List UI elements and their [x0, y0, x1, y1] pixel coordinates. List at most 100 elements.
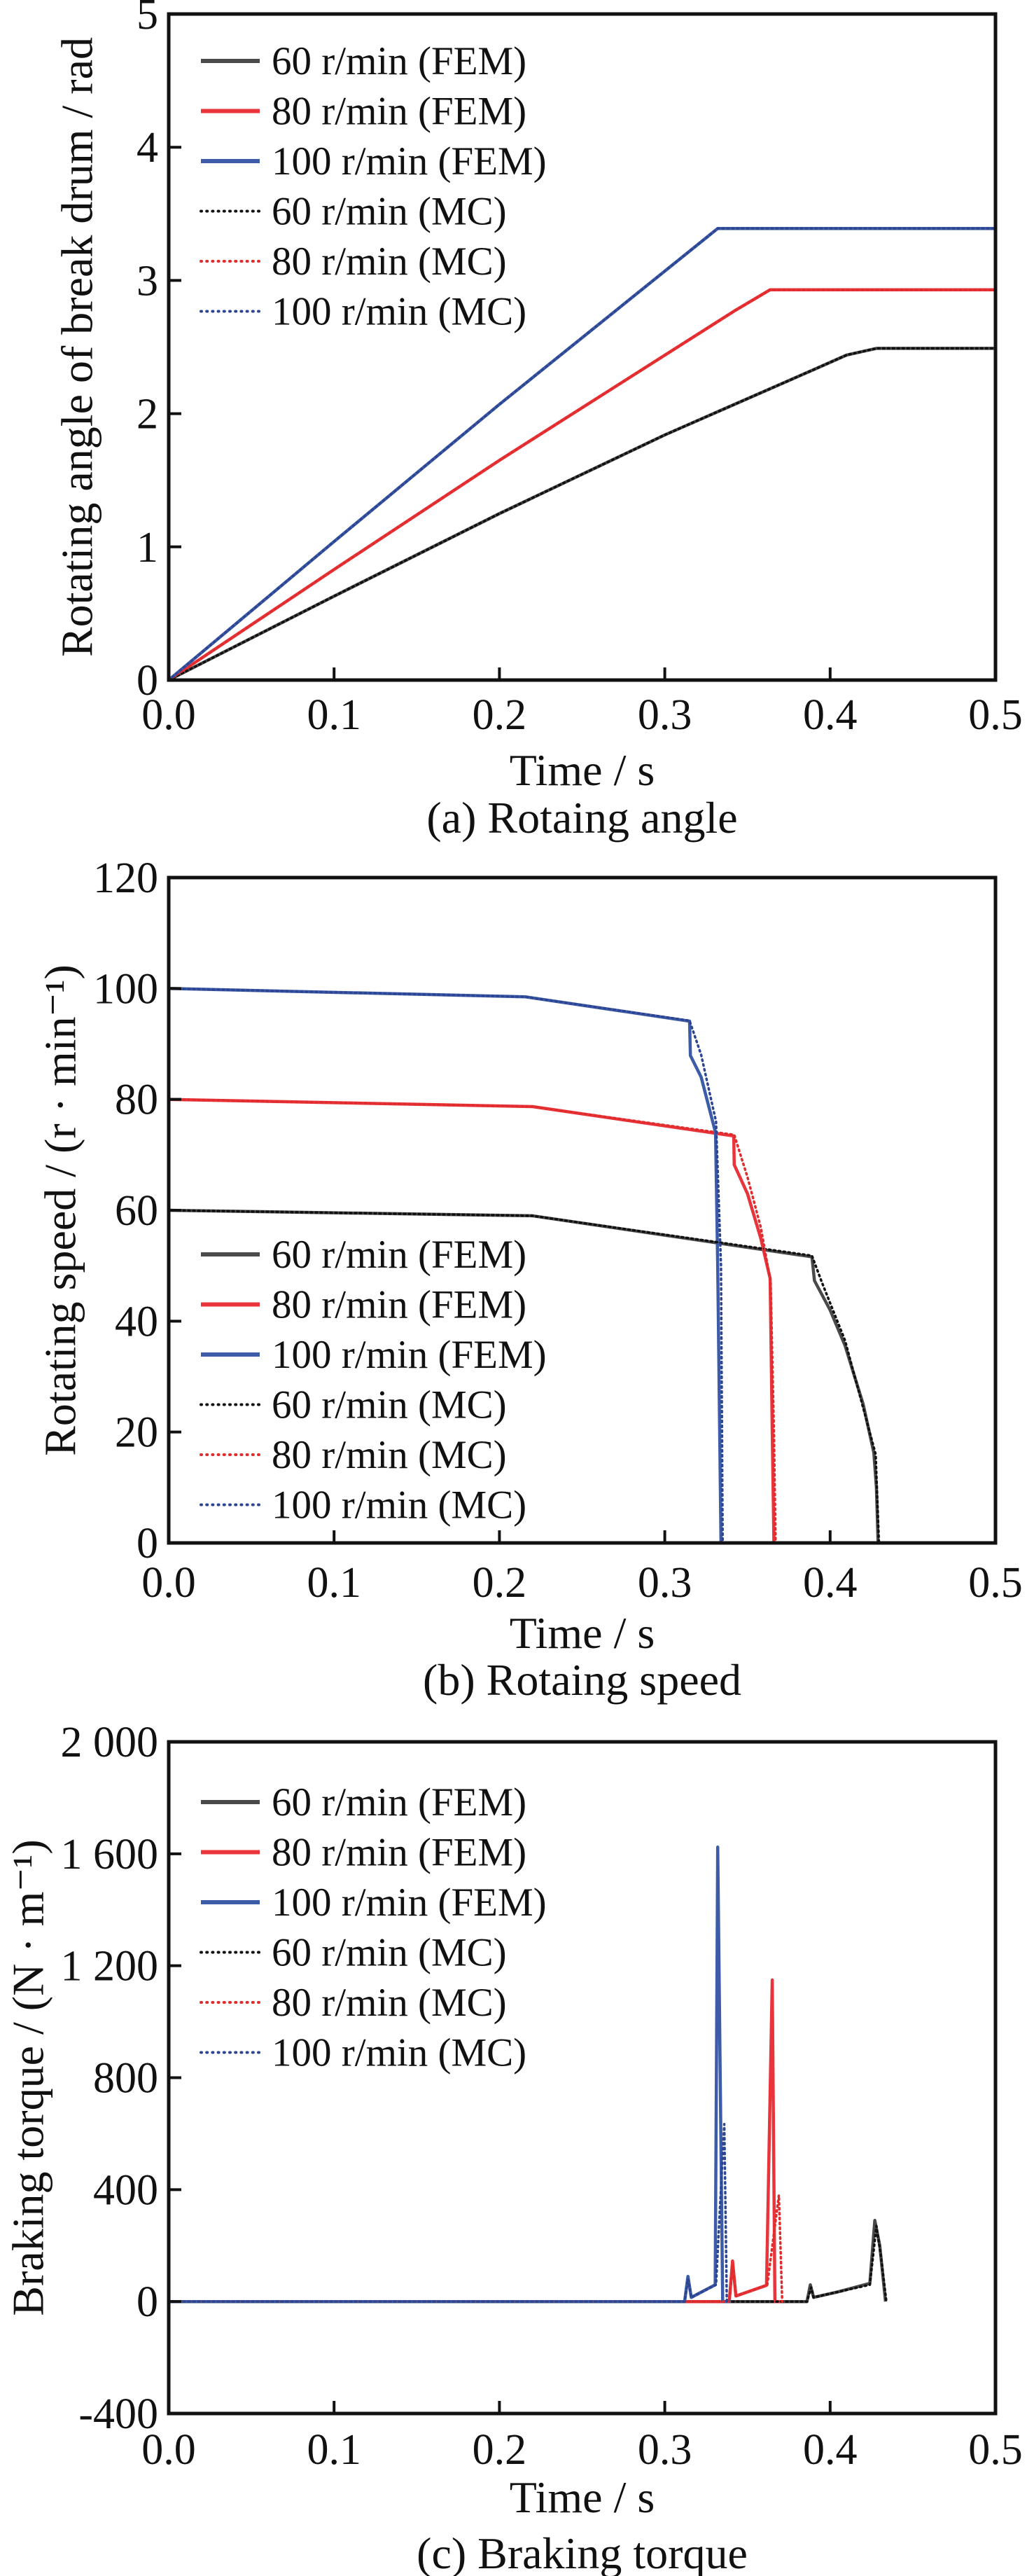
legend-label: 60 r/min (MC) [272, 190, 507, 234]
legend-item: 60 r/min (MC) [200, 190, 507, 234]
x-tick-label: 0.1 [307, 2426, 361, 2474]
x-tick-label: 0.4 [803, 1559, 858, 1607]
series-line-100-r-min-mc [167, 227, 997, 681]
y-tick-label: 1 600 [61, 1831, 159, 1878]
y-tick-label: 0 [137, 2278, 158, 2326]
legend-label: 80 r/min (FEM) [272, 90, 526, 134]
panel-caption: (b) Rotaing speed [423, 1655, 741, 1705]
x-tick-label: 0.4 [803, 691, 858, 739]
series-group [167, 1845, 888, 2304]
series-line-80-r-min-mc [167, 2194, 784, 2303]
legend-item: 60 r/min (FEM) [201, 1780, 526, 1824]
legend-item: 80 r/min (MC) [200, 1433, 507, 1477]
y-tick-label: 0 [137, 1520, 158, 1567]
y-tick-label: 1 200 [61, 1943, 159, 1990]
x-tick-label: 0.2 [473, 1559, 527, 1607]
rotating-speed-chart: 0.0 0.1 0.2 0.3 0.4 0.5 0 20 40 60 80 100 120 Time / … [36, 854, 1023, 1705]
x-axis-title: Time / s [510, 745, 655, 795]
legend-label: 100 r/min (FEM) [272, 139, 547, 183]
legend-item: 60 r/min (MC) [200, 1383, 507, 1427]
legend-label: 100 r/min (MC) [272, 290, 526, 334]
x-tick-label: 0.5 [968, 2426, 1023, 2474]
y-axis-title: Rotating speed / (r · min⁻¹) [36, 964, 85, 1456]
x-tick-label: 0.3 [638, 1559, 692, 1607]
legend-label: 80 r/min (FEM) [272, 1831, 526, 1875]
series-line-80-r-min-fem [169, 1978, 781, 2304]
x-axis-title: Time / s [510, 2472, 655, 2522]
x-tick-label: 0.2 [473, 691, 527, 739]
y-tick-label: 2 000 [61, 1719, 159, 1766]
y-tick-label: 0 [137, 657, 158, 705]
legend-item: 100 r/min (FEM) [201, 139, 547, 183]
legend-label: 60 r/min (MC) [272, 1383, 507, 1427]
x-axis-title: Time / s [510, 1608, 655, 1658]
legend-label: 100 r/min (MC) [272, 1483, 526, 1528]
legend-item: 100 r/min (MC) [200, 2031, 526, 2075]
y-axis-title: Rotating angle of break drum / rad [53, 37, 102, 657]
legend-label: 60 r/min (MC) [272, 1931, 507, 1975]
y-tick-label: 80 [115, 1076, 158, 1124]
legend-label: 80 r/min (MC) [272, 240, 507, 284]
legend-label: 100 r/min (MC) [272, 2031, 526, 2075]
y-tick-label: 40 [115, 1298, 158, 1345]
y-axis-title: Braking torque / (N · m⁻¹) [4, 1839, 53, 2315]
series-line-60-r-min-mc [167, 1209, 881, 1544]
y-tick-label: 20 [115, 1409, 158, 1457]
legend-item: 100 r/min (MC) [200, 1483, 526, 1528]
series-line-60-r-min-fem [169, 2219, 888, 2304]
legend-item: 80 r/min (FEM) [201, 1283, 526, 1327]
series-line-60-r-min-mc [167, 2224, 888, 2303]
legend-label: 60 r/min (FEM) [272, 1233, 526, 1277]
panel-caption: (c) Braking torque [417, 2528, 748, 2576]
y-tick-label: 1 [137, 524, 158, 572]
series-line-80-r-min-mc [167, 288, 997, 681]
y-tick-label: -400 [78, 2390, 158, 2438]
x-tick-label: 0.2 [473, 2426, 527, 2474]
legend-item: 80 r/min (FEM) [201, 1831, 526, 1875]
y-tick-label: 100 [93, 965, 158, 1013]
legend-label: 60 r/min (FEM) [272, 1780, 526, 1824]
y-tick-label: 5 [137, 0, 158, 39]
series-line-60-r-min-fem [167, 347, 995, 682]
y-tick-label: 400 [93, 2166, 158, 2214]
series-group [167, 226, 997, 682]
series-line-60-r-min-mc [167, 347, 997, 681]
legend-item: 100 r/min (FEM) [201, 1881, 547, 1925]
plot-frame [167, 12, 998, 682]
x-tick-label: 0.5 [968, 1559, 1023, 1607]
legend: 60 r/min (FEM) 80 r/min (FEM) 100 r/min (F… [200, 1233, 547, 1528]
x-tick-label: 0.0 [141, 691, 196, 739]
series-group [167, 987, 881, 1544]
y-tick-label: 3 [137, 257, 158, 305]
legend: 60 r/min (FEM) 80 r/min (FEM) 100 r/min (F… [200, 1780, 547, 2075]
legend-item: 80 r/min (MC) [200, 1981, 507, 2025]
y-tick-label: 4 [137, 124, 158, 172]
legend-label: 100 r/min (FEM) [272, 1333, 547, 1377]
x-tick-label: 0.1 [307, 1559, 361, 1607]
series-line-80-r-min-mc [167, 1097, 777, 1544]
x-tick-label: 0.1 [307, 691, 361, 739]
legend-item: 80 r/min (MC) [200, 240, 507, 284]
legend-item: 80 r/min (FEM) [201, 90, 526, 134]
legend-label: 80 r/min (MC) [272, 1433, 507, 1477]
legend-label: 60 r/min (FEM) [272, 39, 526, 83]
legend-item: 60 r/min (FEM) [201, 39, 526, 83]
x-tick-label: 0.3 [638, 691, 692, 739]
y-tick-label: 2 [137, 391, 158, 438]
y-tick-label: 60 [115, 1187, 158, 1235]
braking-torque-chart: 0.0 0.1 0.2 0.3 0.4 0.5 -400 0 400 800 1 200 1 600 2… [4, 1719, 1023, 2576]
x-tick-label: 0.4 [803, 2426, 858, 2474]
legend-label: 80 r/min (FEM) [272, 1283, 526, 1327]
legend: 60 r/min (FEM) 80 r/min (FEM) 100 r/min (F… [200, 39, 547, 334]
legend-item: 100 r/min (MC) [200, 290, 526, 334]
panel-caption: (a) Rotaing angle [426, 793, 737, 843]
y-tick-label: 800 [93, 2055, 158, 2103]
legend-item: 60 r/min (MC) [200, 1931, 507, 1975]
rotating-angle-chart: 0.0 0.1 0.2 0.3 0.4 0.5 0 1 2 3 4 5 Time / s Rotating… [53, 0, 1023, 843]
legend-label: 80 r/min (MC) [272, 1981, 507, 2025]
series-line-100-r-min-mc [167, 987, 725, 1544]
legend-label: 100 r/min (FEM) [272, 1881, 547, 1925]
x-tick-label: 0.5 [968, 691, 1023, 739]
y-tick-label: 120 [93, 854, 158, 902]
